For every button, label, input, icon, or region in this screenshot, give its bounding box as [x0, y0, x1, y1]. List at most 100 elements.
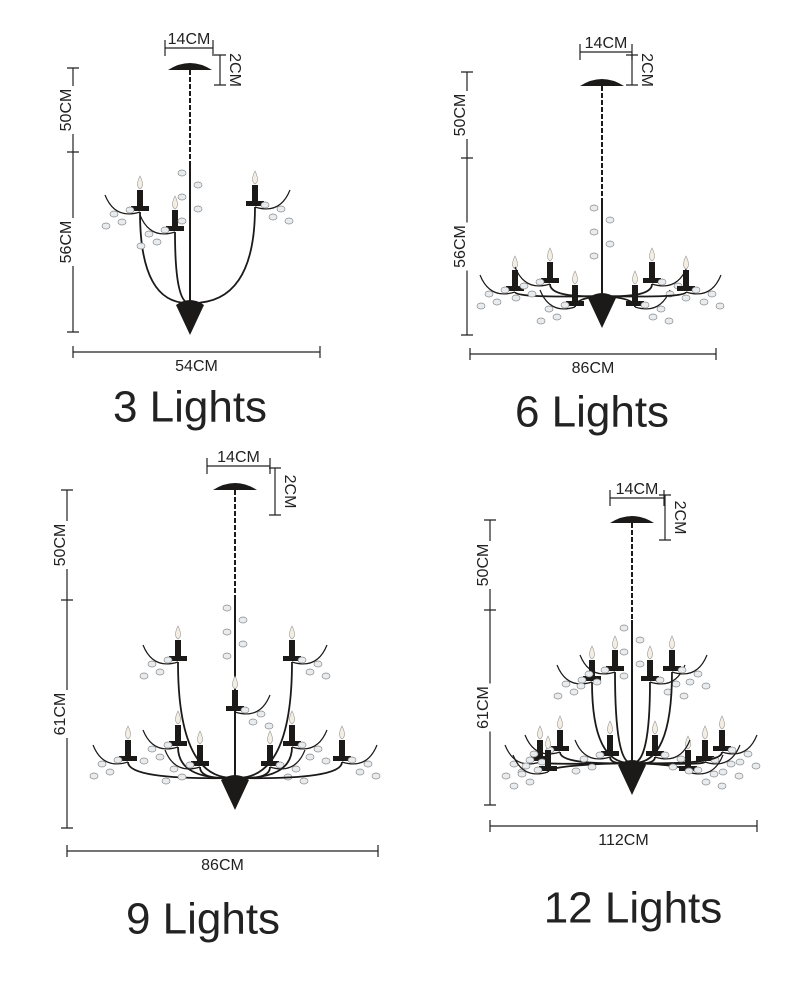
width-label: 86CM [201, 857, 244, 874]
crystal [260, 201, 270, 209]
crystal [657, 278, 667, 286]
branch [104, 194, 141, 215]
flame [702, 725, 708, 740]
chain-length-label: 50CM [58, 89, 75, 132]
candle-cup [713, 746, 731, 751]
crystal [238, 616, 248, 624]
branch [164, 749, 201, 770]
crystal [193, 181, 203, 189]
chain-length-label: 50CM [475, 544, 492, 587]
branch [634, 289, 671, 310]
crystal [222, 628, 232, 636]
candle-cup [119, 756, 137, 761]
flame [289, 710, 295, 725]
crystal [709, 770, 719, 778]
dimension-line [164, 40, 214, 56]
crystal [681, 294, 691, 302]
crystal [734, 772, 744, 780]
branch [654, 739, 691, 760]
candle-cup [601, 751, 619, 756]
flame [175, 710, 181, 725]
candle [512, 270, 518, 287]
dimension-line [67, 67, 79, 333]
flame [175, 625, 181, 640]
crystal [640, 301, 650, 309]
candle-cup [506, 286, 524, 291]
candle-cup [169, 656, 187, 661]
crystal [177, 169, 187, 177]
candle [289, 640, 295, 657]
crystal [155, 753, 165, 761]
crystal [619, 672, 629, 680]
chain-length-label: 50CM [452, 94, 469, 137]
flame [612, 635, 618, 650]
crystal [691, 286, 701, 294]
branch [579, 654, 616, 675]
label-bg [457, 91, 477, 139]
chain-length-label: 50CM [52, 524, 69, 567]
crystal [707, 290, 717, 298]
branch [142, 729, 179, 750]
crystal [185, 761, 195, 769]
branch [574, 739, 611, 760]
crystal [600, 666, 610, 674]
crystal [699, 298, 709, 306]
crystal [536, 317, 546, 325]
crystal [589, 252, 599, 260]
flame [547, 247, 553, 262]
crystal [679, 692, 689, 700]
candle [632, 285, 638, 302]
body [176, 300, 204, 335]
crystal [717, 782, 727, 790]
candle-cup [643, 278, 661, 283]
candle-cup [539, 766, 557, 771]
flame [669, 635, 675, 650]
chandelier-illustration [476, 79, 725, 328]
candle [537, 740, 543, 757]
crystal [139, 757, 149, 765]
crystal [619, 624, 629, 632]
branch [671, 654, 708, 675]
candle [175, 725, 181, 742]
crystal [715, 302, 725, 310]
candle-cup [131, 206, 149, 211]
flame [683, 255, 689, 270]
label-bg [63, 218, 83, 266]
chandelier-illustration [501, 516, 761, 795]
crystal [527, 290, 537, 298]
crystal [501, 772, 511, 780]
crystal [577, 676, 587, 684]
candle-cup [663, 666, 681, 671]
crystal [685, 678, 695, 686]
candle-cup [696, 756, 714, 761]
crystal [264, 722, 274, 730]
dimension-line [269, 467, 281, 516]
width-label: 112CM [598, 832, 648, 849]
body-height-label: 61CM [52, 693, 69, 736]
flame [572, 270, 578, 285]
body-height-label: 56CM [452, 225, 469, 268]
crystal [193, 205, 203, 213]
crystal [284, 217, 294, 225]
arm [174, 231, 191, 304]
candle-cup [283, 741, 301, 746]
crystal [297, 656, 307, 664]
crystal [509, 782, 519, 790]
crystal [656, 305, 666, 313]
crystal [576, 682, 586, 690]
branch [234, 694, 271, 715]
candle-cup [333, 756, 351, 761]
caption: 12 Lights [544, 884, 723, 933]
arm [631, 681, 651, 764]
candle-cup [283, 656, 301, 661]
candle-cup [166, 226, 184, 231]
candle-cup [226, 706, 244, 711]
label-bg [480, 541, 500, 589]
canopy-width-label: 14CM [217, 449, 260, 466]
candle-cup [246, 201, 264, 206]
candle [172, 210, 178, 227]
branch [142, 644, 179, 665]
body [588, 293, 616, 328]
candle [607, 735, 613, 752]
